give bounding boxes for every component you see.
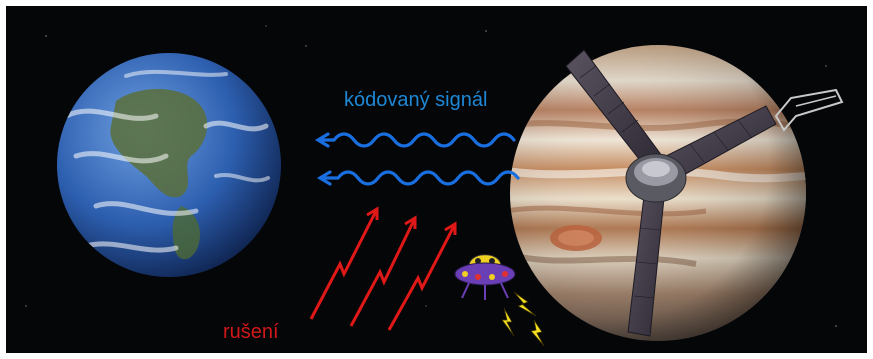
- noise-arrow-1-head: [366, 206, 379, 220]
- noise-arrow-3: [387, 225, 456, 331]
- noise-arrow-1: [309, 210, 378, 320]
- noise-arrows: [309, 206, 457, 331]
- signal-label: kódovaný signál: [344, 89, 488, 111]
- signal-waves: [314, 132, 520, 186]
- signal-wave-1-arrowhead: [314, 132, 330, 148]
- juno-spacecraft: [565, 49, 844, 337]
- diagram-canvas: kódovaný signál rušení: [6, 6, 867, 353]
- noise-arrow-2: [349, 219, 416, 327]
- starfield: [25, 25, 837, 327]
- signal-wave-1: [318, 132, 516, 148]
- noise-label: rušení: [223, 321, 279, 343]
- signal-wave-2: [320, 170, 520, 186]
- lightning-bolts: [501, 291, 545, 347]
- ufo-alien: [454, 254, 516, 300]
- earth: [57, 53, 281, 277]
- scene-svg: [25, 25, 844, 347]
- noise-arrow-2-head: [404, 215, 417, 229]
- signal-wave-2-arrowhead: [316, 170, 332, 186]
- noise-arrow-3-head: [444, 221, 457, 235]
